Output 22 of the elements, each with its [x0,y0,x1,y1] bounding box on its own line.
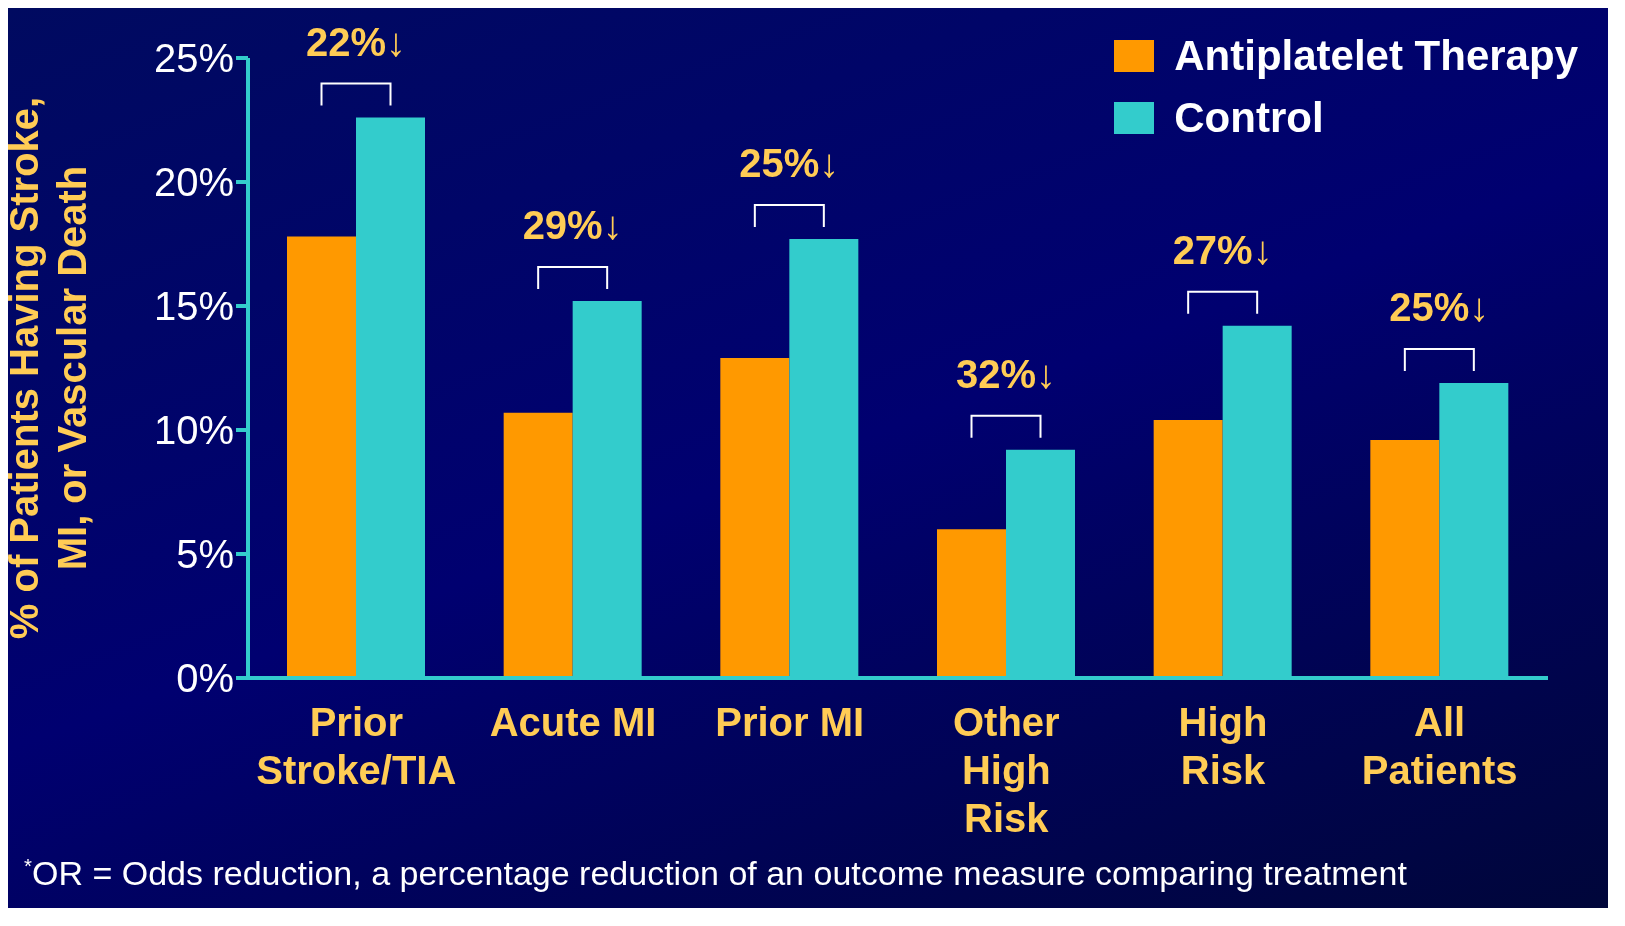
text: $^{*}$OR = Odds reduction, a percentage reduction of an outcome measure comparing treatment [23,853,1408,894]
x-tick-label: Other High Risk [952,700,1060,840]
annotation: 22%↓ [305,19,407,64]
annotation: 32%↓ [955,351,1057,396]
y-tick-label: 0% [176,656,234,701]
y-tick-label: 10% [153,408,234,453]
legend-label: Control [1174,94,1324,142]
y-axis-title: % of Patients Having Stroke, MI, or Vascular Death [2,96,94,640]
x-tick-label: High Risk [1178,700,1268,792]
legend-label: Antiplatelet Therapy [1174,32,1578,80]
x-tick-label: Acute MI [489,700,657,744]
x-tick-label: Prior Stroke/TIA [256,700,457,792]
y-tick-label: 15% [153,284,234,329]
annotation: 29%↓ [522,203,623,248]
annotation: 25%↓ [1389,284,1490,329]
y-tick-label: 20% [153,160,234,205]
x-tick-label: All Patients [1361,700,1518,792]
y-tick-label: 5% [176,532,234,577]
y-tick-label: 25% [153,36,234,81]
x-tick-label: Prior MI [715,700,865,744]
annotation: 27%↓ [1172,227,1273,272]
annotation: 25%↓ [739,141,840,186]
